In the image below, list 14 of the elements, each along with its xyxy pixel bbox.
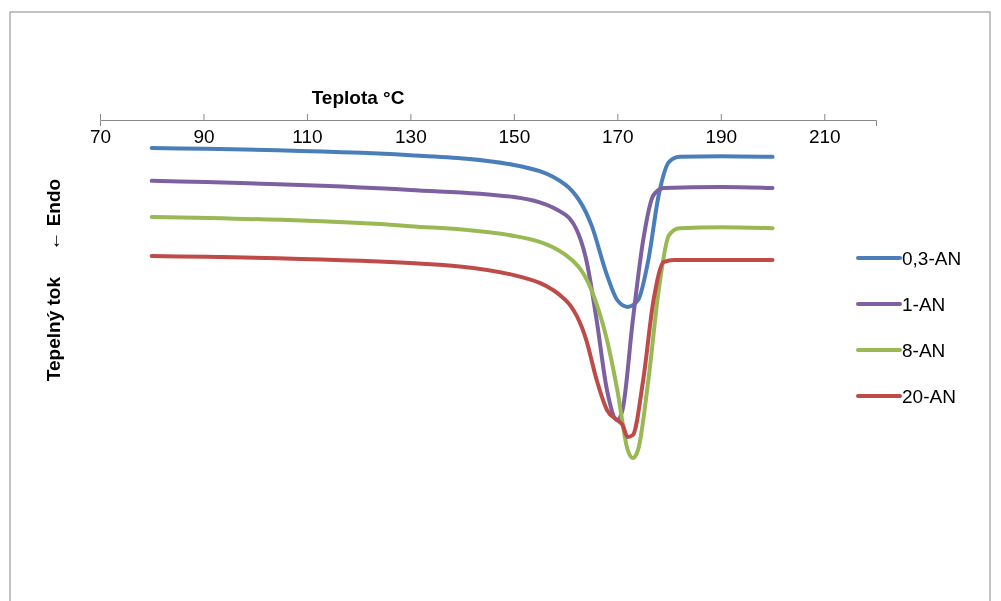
legend-label: 1-AN [902,294,946,315]
x-axis-title: Teplota °C [311,87,405,108]
x-tick-label: 110 [292,126,323,148]
x-tick-label: 90 [193,126,215,148]
x-tick-label: 210 [808,126,841,148]
x-tick-label: 170 [601,126,634,148]
legend-label: 0,3-AN [902,248,962,269]
y-axis-title: Tepelný tok ← Endo [43,178,64,382]
x-tick-label: 150 [498,126,531,148]
x-tick-label: 70 [89,126,112,148]
legend-label: 20-AN [902,386,956,407]
legend-label: 8-AN [902,340,946,361]
x-tick-label: 190 [705,126,738,148]
x-tick-label: 130 [395,126,427,148]
